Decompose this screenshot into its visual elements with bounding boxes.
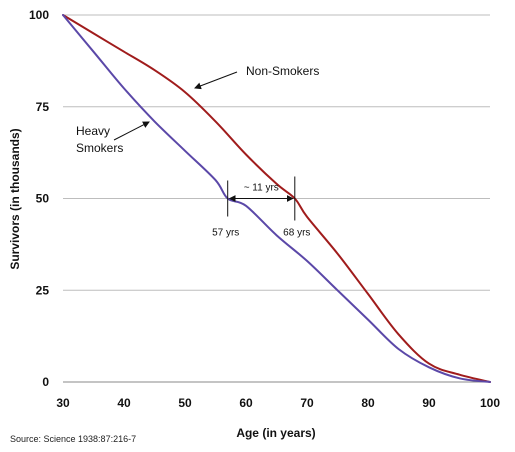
heavy-smokers-pointer-arrow	[113, 121, 150, 141]
y-axis-title: Survivors (in thousands)	[8, 128, 22, 269]
y-tick-label-100: 100	[29, 8, 49, 22]
x-tick-label-70: 70	[300, 396, 314, 410]
y-tick-label-50: 50	[36, 192, 50, 206]
y-tick-label-75: 75	[36, 100, 50, 114]
annotations: ~ 11 yrs 57 yrs 68 yrs Non-Smokers Heavy Smok…	[76, 64, 319, 239]
source-note: Source: Science 1938:87:216-7	[10, 434, 136, 444]
heavy-smokers-label-line2: Smokers	[76, 141, 123, 155]
x-axis-title: Age (in years)	[236, 426, 315, 440]
heavy-smokers-label-line1: Heavy	[76, 124, 110, 138]
y-tick-label-25: 25	[36, 283, 50, 297]
x-tick-label-60: 60	[239, 396, 253, 410]
y-tick-label-0: 0	[42, 375, 49, 389]
x-tick-label-100: 100	[480, 396, 500, 410]
tick-labels: 0 25 50 75 100 30 40 50 60 70 80 90 100	[29, 8, 500, 410]
non-smokers-label: Non-Smokers	[246, 64, 319, 78]
marker-68-label: 68 yrs	[283, 228, 310, 239]
x-tick-label-40: 40	[117, 396, 131, 410]
x-tick-label-50: 50	[178, 396, 192, 410]
series-lines	[62, 14, 491, 383]
gap-label: ~ 11 yrs	[244, 183, 279, 194]
x-tick-label-90: 90	[422, 396, 436, 410]
non-smokers-line	[62, 14, 491, 383]
marker-57-label: 57 yrs	[212, 228, 239, 239]
x-tick-label-80: 80	[361, 396, 375, 410]
gridlines	[63, 14, 490, 291]
heavy-smokers-line	[62, 14, 491, 383]
non-smokers-pointer-arrow	[194, 71, 238, 90]
x-tick-label-30: 30	[56, 396, 70, 410]
